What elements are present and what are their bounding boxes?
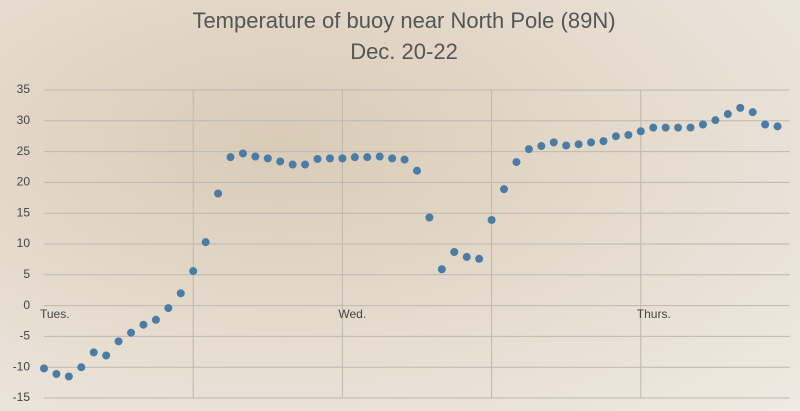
data-point bbox=[375, 152, 384, 161]
data-point bbox=[102, 351, 111, 360]
data-point bbox=[139, 320, 148, 329]
data-point bbox=[263, 154, 272, 163]
data-point bbox=[475, 254, 484, 263]
data-point bbox=[450, 248, 459, 257]
y-tick-label: 35 bbox=[17, 82, 31, 96]
data-point bbox=[251, 152, 260, 161]
data-point bbox=[761, 120, 770, 129]
data-point bbox=[413, 166, 421, 175]
data-point bbox=[512, 158, 521, 167]
data-point bbox=[562, 141, 571, 150]
data-point bbox=[686, 123, 695, 132]
data-point bbox=[226, 153, 235, 162]
data-point bbox=[301, 160, 310, 169]
data-point bbox=[388, 154, 397, 163]
data-point bbox=[624, 130, 633, 139]
data-point bbox=[400, 155, 409, 164]
y-tick-label: 30 bbox=[17, 113, 31, 127]
data-point bbox=[661, 123, 670, 132]
data-point bbox=[599, 137, 608, 146]
chart-title: Temperature of buoy near North Pole (89N… bbox=[192, 8, 615, 33]
data-point bbox=[313, 154, 322, 163]
data-point bbox=[524, 145, 533, 154]
data-point bbox=[437, 265, 446, 274]
data-point bbox=[201, 238, 210, 247]
data-point bbox=[189, 267, 198, 276]
data-point bbox=[487, 215, 496, 224]
y-tick-label: 0 bbox=[23, 298, 30, 312]
data-point bbox=[214, 189, 223, 198]
data-point bbox=[238, 149, 247, 158]
data-point bbox=[288, 160, 297, 169]
data-point bbox=[636, 127, 645, 136]
y-tick-label: 5 bbox=[23, 267, 30, 281]
x-tick-label: Thurs. bbox=[637, 307, 671, 321]
data-point bbox=[500, 185, 509, 194]
y-tick-label: 20 bbox=[17, 175, 31, 189]
data-point bbox=[350, 153, 359, 162]
data-point bbox=[114, 337, 123, 346]
x-tick-label: Tues. bbox=[40, 307, 70, 321]
data-point bbox=[574, 140, 583, 149]
data-point bbox=[176, 289, 185, 298]
data-point bbox=[40, 364, 48, 373]
data-point bbox=[698, 120, 707, 129]
chart-subtitle: Dec. 20-22 bbox=[350, 39, 458, 64]
data-point bbox=[64, 372, 73, 381]
data-point bbox=[52, 369, 61, 378]
data-point bbox=[649, 123, 658, 132]
data-point bbox=[611, 132, 620, 141]
data-point bbox=[537, 142, 546, 151]
data-point bbox=[723, 110, 732, 119]
data-point bbox=[549, 138, 558, 147]
data-point bbox=[151, 315, 160, 324]
data-point bbox=[276, 157, 285, 166]
data-point bbox=[164, 304, 173, 313]
data-point bbox=[462, 252, 471, 261]
data-point bbox=[748, 108, 757, 117]
y-tick-label: 10 bbox=[17, 236, 31, 250]
y-tick-label: 25 bbox=[17, 144, 31, 158]
y-tick-label: -5 bbox=[19, 329, 30, 343]
data-point bbox=[89, 348, 98, 357]
data-point bbox=[325, 154, 334, 163]
data-point bbox=[711, 116, 720, 125]
data-point bbox=[587, 138, 596, 147]
data-point bbox=[77, 363, 86, 372]
y-tick-label: -15 bbox=[13, 390, 31, 404]
data-point bbox=[338, 154, 347, 163]
data-point bbox=[425, 213, 434, 222]
x-tick-label: Wed. bbox=[338, 307, 366, 321]
data-point bbox=[674, 123, 683, 132]
y-tick-label: 15 bbox=[17, 205, 31, 219]
y-tick-label: -10 bbox=[13, 359, 31, 373]
data-point bbox=[736, 103, 745, 112]
data-point bbox=[127, 328, 136, 337]
data-point bbox=[363, 153, 372, 162]
data-point bbox=[773, 122, 782, 131]
